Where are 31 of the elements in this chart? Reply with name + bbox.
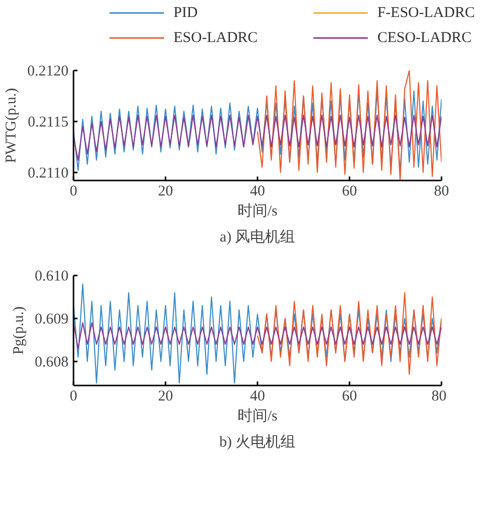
legend-label: PID: [174, 5, 198, 21]
text: b) 火电机组: [219, 434, 296, 450]
x-axis-title: 时间/s: [238, 202, 278, 220]
y-tick-label: 0.610: [34, 268, 68, 284]
y-tick-label: 0.2115: [28, 114, 69, 130]
legend-label: F-ESO-LADRC: [377, 5, 475, 21]
x-tick-label: 20: [158, 184, 173, 200]
x-tick-label: 60: [342, 388, 357, 404]
x-tick-label: 20: [158, 388, 173, 404]
x-tick-label: 0: [70, 388, 78, 404]
line-series: [74, 284, 442, 384]
x-tick-label: 40: [250, 388, 265, 404]
x-tick-label: 60: [342, 184, 357, 200]
y-tick-label: 0.2120: [27, 64, 68, 80]
y-axis-title: Pg(p.u.): [10, 306, 27, 355]
text: a) 风电机组: [220, 228, 296, 246]
line-series: [74, 114, 442, 161]
y-axis-title: PWTG(p.u.): [3, 88, 20, 163]
line-series: [256, 70, 442, 180]
line-series: [74, 322, 442, 350]
y-tick-label: 0.608: [34, 354, 68, 370]
x-tick-label: 0: [70, 184, 78, 200]
y-tick-label: 0.609: [34, 311, 68, 328]
legend-label: ESO-LADRC: [174, 30, 258, 46]
x-tick-label: 40: [250, 184, 265, 200]
x-tick-label: 80: [432, 388, 446, 404]
legend-label: CESO-LADRC: [377, 30, 472, 46]
x-tick-label: 80: [434, 184, 449, 200]
x-axis-title: 时间/s: [238, 408, 278, 424]
y-tick-label: 0.2110: [28, 165, 69, 182]
line-series: [256, 292, 442, 375]
